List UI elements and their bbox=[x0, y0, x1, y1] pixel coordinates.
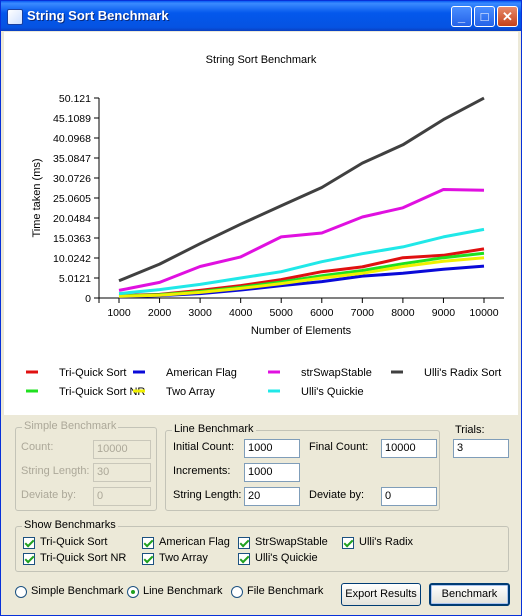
x-tick-label: 6000 bbox=[310, 307, 334, 319]
show-tri-quick-sort-checkbox[interactable] bbox=[23, 537, 35, 549]
minimize-button[interactable]: _ bbox=[451, 6, 472, 27]
legend-label-1: American Flag bbox=[166, 367, 237, 379]
series-line-6 bbox=[118, 227, 485, 296]
y-tick-label: 10.0242 bbox=[53, 253, 91, 265]
x-tick-label: 8000 bbox=[391, 307, 415, 319]
show-strswapstable-label: StrSwapStable bbox=[255, 536, 328, 548]
initial-count-input[interactable]: 1000 bbox=[244, 439, 300, 458]
show-tri-quick-sort-label: Tri-Quick Sort bbox=[40, 536, 108, 548]
x-tick-label: 1000 bbox=[107, 307, 131, 319]
show-two-array-label: Two Array bbox=[159, 552, 208, 564]
line-deviate-input[interactable]: 0 bbox=[381, 487, 437, 506]
y-tick-label: 30.0726 bbox=[53, 173, 91, 185]
simple-benchmark-group: Simple Benchmark bbox=[15, 420, 157, 511]
y-tick-label: 0 bbox=[85, 293, 91, 305]
y-tick-label: 50.121 bbox=[59, 93, 91, 105]
window-title: String Sort Benchmark bbox=[27, 8, 169, 23]
simple-benchmark-radio[interactable] bbox=[15, 586, 27, 598]
simple-deviate-input[interactable]: 0 bbox=[93, 487, 151, 506]
legend-label-4: Tri-Quick Sort NR bbox=[59, 386, 145, 398]
simple-strlen-label: String Length: bbox=[21, 465, 90, 477]
chart-title: String Sort Benchmark bbox=[206, 54, 317, 66]
close-button[interactable]: ✕ bbox=[497, 6, 518, 27]
file-benchmark-radio-label: File Benchmark bbox=[247, 585, 324, 597]
show-two-array-checkbox[interactable] bbox=[142, 553, 154, 565]
y-tick-label: 15.0363 bbox=[53, 233, 91, 245]
line-strlen-input[interactable]: 20 bbox=[244, 487, 300, 506]
legend-label-5: Two Array bbox=[166, 386, 215, 398]
line-benchmark-group: Line Benchmark bbox=[165, 423, 440, 511]
show-ullis-quickie-label: Ulli's Quickie bbox=[255, 552, 318, 564]
final-count-label: Final Count: bbox=[309, 441, 369, 453]
export-results-button[interactable]: Export Results bbox=[341, 583, 421, 606]
x-tick-label: 10000 bbox=[469, 307, 498, 319]
trials-label: Trials: bbox=[455, 424, 485, 436]
file-benchmark-radio[interactable] bbox=[231, 586, 243, 598]
simple-benchmark-label: Simple Benchmark bbox=[22, 420, 119, 432]
x-tick-label: 4000 bbox=[229, 307, 253, 319]
legend-label-2: strSwapStable bbox=[301, 367, 372, 379]
simple-benchmark-radio-label: Simple Benchmark bbox=[31, 585, 124, 597]
show-tri-quick-sort-nr-checkbox[interactable] bbox=[23, 553, 35, 565]
maximize-button[interactable]: □ bbox=[474, 6, 495, 27]
show-american-flag-label: American Flag bbox=[159, 536, 230, 548]
increments-input[interactable]: 1000 bbox=[244, 463, 300, 482]
y-tick-label: 5.0121 bbox=[59, 273, 91, 285]
y-tick-label: 20.0484 bbox=[53, 213, 91, 225]
show-strswapstable-checkbox[interactable] bbox=[238, 537, 250, 549]
y-tick-label: 45.1089 bbox=[53, 113, 91, 125]
chart-panel: String Sort Benchmark 0 5.0121 10.0242 15.03… bbox=[4, 32, 518, 415]
final-count-input[interactable]: 10000 bbox=[381, 439, 437, 458]
simple-strlen-input[interactable]: 30 bbox=[93, 463, 151, 482]
legend-label-6: Ulli's Quickie bbox=[301, 386, 364, 398]
legend-label-0: Tri-Quick Sort bbox=[59, 367, 126, 379]
legend-label-3: Ulli's Radix Sort bbox=[424, 367, 501, 379]
line-deviate-label: Deviate by: bbox=[309, 489, 365, 501]
line-benchmark-radio-label: Line Benchmark bbox=[143, 585, 223, 597]
x-tick-label: 9000 bbox=[432, 307, 456, 319]
simple-count-input[interactable]: 10000 bbox=[93, 440, 151, 459]
initial-count-label: Initial Count: bbox=[173, 441, 235, 453]
line-benchmark-label: Line Benchmark bbox=[172, 423, 256, 435]
series-line-5 bbox=[118, 256, 485, 298]
y-tick-label: 35.0847 bbox=[53, 153, 91, 165]
increments-label: Increments: bbox=[173, 465, 231, 477]
simple-count-label: Count: bbox=[21, 441, 54, 453]
x-tick-label: 7000 bbox=[351, 307, 375, 319]
trials-input[interactable]: 3 bbox=[453, 439, 509, 458]
benchmark-button[interactable]: Benchmark bbox=[429, 583, 510, 606]
y-tick-label: 40.0968 bbox=[53, 133, 91, 145]
simple-deviate-label: Deviate by: bbox=[21, 489, 77, 501]
series-line-3 bbox=[118, 96, 485, 283]
app-icon bbox=[7, 9, 23, 25]
series-line-2 bbox=[118, 188, 485, 292]
y-axis-label: Time taken (ms) bbox=[31, 158, 43, 237]
show-benchmarks-label: Show Benchmarks bbox=[22, 519, 118, 531]
show-tri-quick-sort-nr-label: Tri-Quick Sort NR bbox=[40, 552, 127, 564]
line-chart: String Sort Benchmark 0 5.0121 10.0242 15.03… bbox=[26, 54, 504, 398]
x-tick-label: 2000 bbox=[148, 307, 172, 319]
show-ullis-radix-checkbox[interactable] bbox=[342, 537, 354, 549]
y-tick-label: 25.0605 bbox=[53, 193, 91, 205]
x-axis-label: Number of Elements bbox=[251, 325, 352, 337]
show-benchmarks-group: Show Benchmarks bbox=[15, 519, 509, 572]
show-ullis-quickie-checkbox[interactable] bbox=[238, 553, 250, 565]
line-benchmark-radio[interactable] bbox=[127, 586, 139, 598]
show-american-flag-checkbox[interactable] bbox=[142, 537, 154, 549]
x-tick-label: 3000 bbox=[188, 307, 212, 319]
x-tick-label: 5000 bbox=[270, 307, 294, 319]
show-ullis-radix-label: Ulli's Radix bbox=[359, 536, 414, 548]
line-strlen-label: String Length: bbox=[173, 489, 242, 501]
title-bar[interactable]: String Sort Benchmark _ □ ✕ bbox=[1, 1, 521, 31]
